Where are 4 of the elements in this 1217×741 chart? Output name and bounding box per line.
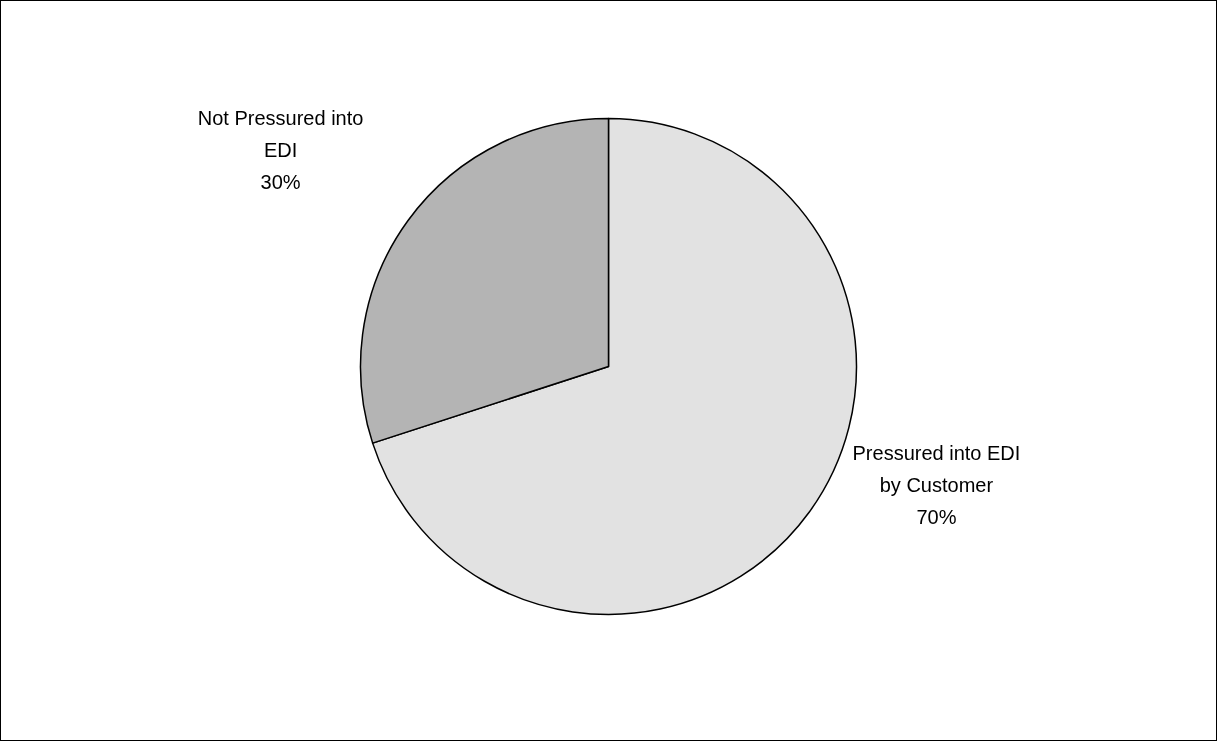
- data-label: 30%: [260, 170, 301, 193]
- data-label: 70%: [916, 506, 957, 529]
- slice-label: Pressured into EDI by Customer: [852, 442, 1021, 497]
- slice-label: Not Pressured into EDI: [197, 106, 364, 161]
